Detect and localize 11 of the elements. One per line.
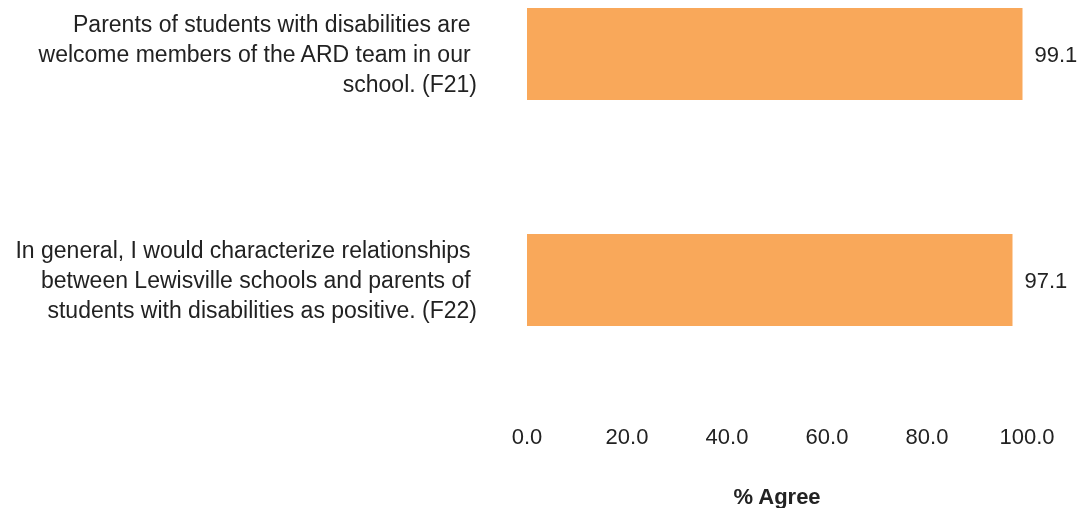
x-tick-label: 0.0 (511, 423, 543, 449)
x-tick-label: 40.0 (705, 423, 749, 449)
x-tick-label: 60.0 (805, 423, 849, 449)
y-tick-label: Parents of students with disabilities are welcome members of the ARD team in our school. (F21) (37, 11, 477, 97)
data-label: 97.1 (1024, 267, 1068, 293)
y-tick-label: In general, I would characterize relationships between Lewisville schools and parents of students with disabilities as positive. (F22) (15, 237, 477, 323)
x-tick-label: 100.0 (999, 423, 1055, 449)
x-tick-label: 20.0 (605, 423, 649, 449)
x-tick-label: 80.0 (905, 423, 949, 449)
x-axis-title: % Agree (733, 483, 821, 508)
data-label: 99.1 (1034, 41, 1078, 67)
